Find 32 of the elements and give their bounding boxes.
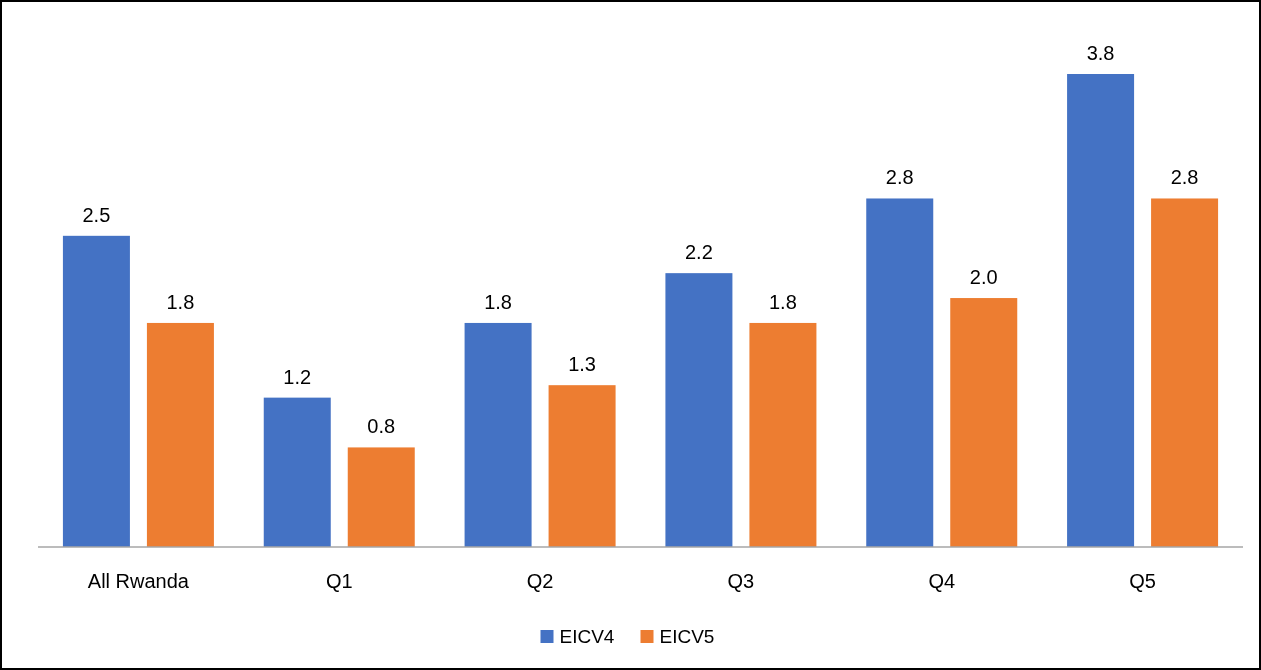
- data-label: 0.8: [367, 415, 396, 438]
- data-label: 1.2: [283, 365, 312, 388]
- bar: [749, 322, 817, 547]
- x-tick-label: All Rwanda: [87, 570, 190, 592]
- x-tick-label: Q3: [727, 570, 755, 592]
- bar: [1151, 198, 1219, 547]
- x-tick-label: Q4: [928, 570, 956, 592]
- bar: [347, 447, 415, 547]
- bar: [62, 235, 130, 547]
- bar: [548, 385, 616, 547]
- data-label: 1.8: [484, 290, 512, 313]
- data-label: 1.8: [166, 290, 195, 313]
- x-tick-label: Q1: [325, 570, 353, 592]
- data-label: 1.3: [568, 353, 596, 376]
- data-label: 2.2: [685, 241, 713, 264]
- bar: [1067, 74, 1135, 547]
- x-tick-label: Q5: [1129, 570, 1156, 592]
- data-label: 2.8: [1170, 166, 1199, 189]
- bar: [665, 273, 733, 547]
- bar: [866, 198, 934, 547]
- bar: [950, 298, 1018, 547]
- bar: [146, 322, 214, 547]
- data-label: 2.0: [969, 266, 998, 289]
- bar: [263, 397, 331, 547]
- data-label: 2.8: [885, 166, 914, 189]
- legend-label: EICV5: [659, 626, 715, 647]
- legend-label: EICV4: [559, 626, 615, 647]
- data-label: 3.8: [1086, 42, 1115, 64]
- data-label: 2.5: [82, 203, 111, 226]
- bar: [464, 322, 532, 547]
- data-label: 1.8: [769, 290, 797, 313]
- x-tick-label: Q2: [526, 570, 554, 592]
